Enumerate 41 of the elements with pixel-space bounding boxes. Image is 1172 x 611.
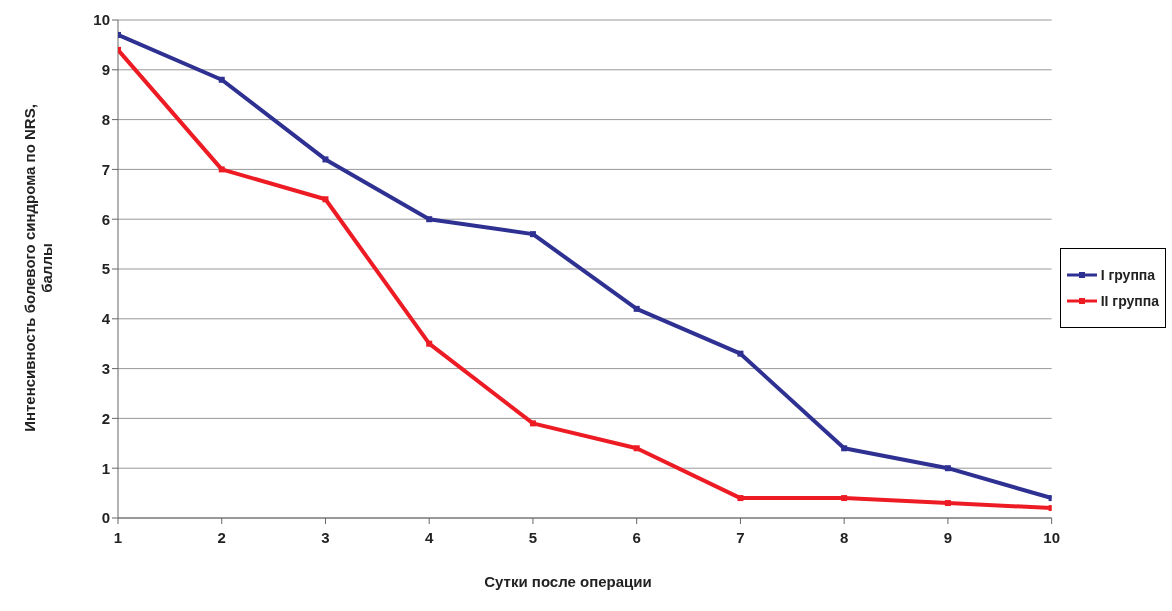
x-tick-label: 2: [217, 528, 226, 546]
point: [633, 445, 640, 452]
point: [529, 231, 536, 238]
point: [426, 216, 433, 223]
y-tick-label: 8: [101, 110, 110, 128]
point: [426, 340, 433, 347]
y-tick-label: 7: [101, 160, 110, 178]
point: [322, 156, 329, 163]
x-tick-label: 9: [943, 528, 953, 546]
point: [841, 495, 848, 502]
x-axis-title: Сутки после операции: [483, 573, 653, 590]
point: [737, 495, 744, 502]
y-tick-label: 3: [101, 359, 110, 377]
x-tick-label: 5: [528, 528, 538, 546]
point: [218, 76, 225, 83]
y-tick-label: 4: [101, 310, 111, 328]
point: [529, 420, 536, 427]
x-tick-label: 1: [113, 528, 123, 546]
legend-label: II группа: [1100, 293, 1159, 309]
x-tick-label: 4: [425, 528, 435, 546]
point: [218, 166, 225, 173]
x-tick-label: 3: [321, 528, 330, 546]
point: [322, 196, 329, 203]
y-tick-label: 9: [101, 61, 110, 79]
point: [841, 445, 848, 452]
y-tick-label: 2: [101, 409, 110, 427]
y-tick-label: 0: [101, 509, 110, 527]
y-tick-label: 1: [101, 459, 110, 477]
x-tick-label: 7: [736, 528, 745, 546]
legend-label: I группа: [1100, 267, 1156, 283]
y-tick-label: 10: [93, 11, 110, 29]
point: [944, 500, 951, 507]
point: [633, 305, 640, 312]
y-tick-label: 5: [101, 260, 110, 278]
point: [737, 350, 744, 357]
y-tick-label: 6: [101, 210, 110, 228]
x-tick-label: 8: [839, 528, 849, 546]
x-tick-label: 6: [632, 528, 641, 546]
x-tick-label: 10: [1043, 528, 1060, 546]
y-axis-title: Интенсивность болевого синдрома по NRS, баллы: [21, 103, 55, 434]
point: [944, 465, 951, 472]
